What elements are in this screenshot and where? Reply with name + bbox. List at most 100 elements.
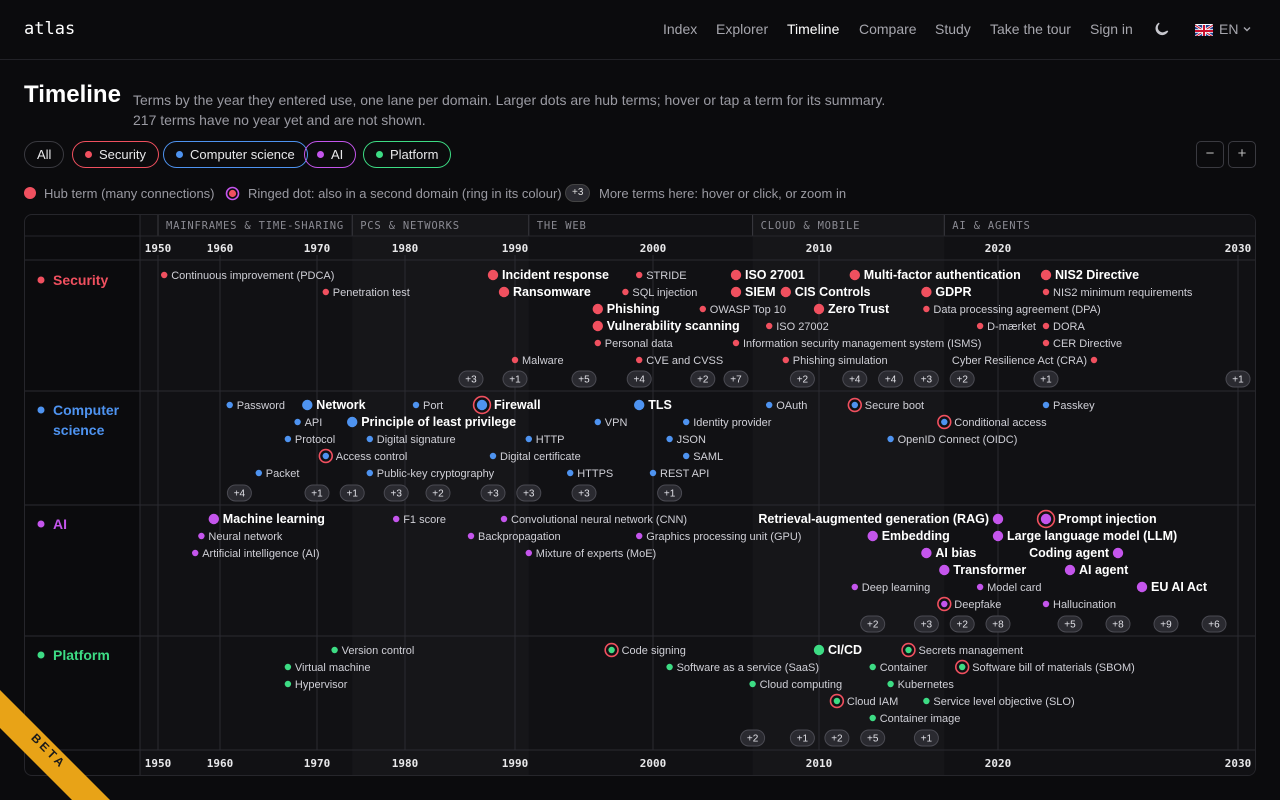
term-dot[interactable]: [192, 549, 199, 557]
term-dot[interactable]: [636, 271, 643, 279]
term-label[interactable]: SIEM: [745, 285, 776, 299]
term-label[interactable]: CVE and CVSS: [646, 355, 723, 367]
term-dot[interactable]: [608, 646, 615, 654]
term-label[interactable]: Machine learning: [223, 512, 325, 526]
nav-study[interactable]: Study: [935, 21, 971, 37]
term-label[interactable]: Access control: [336, 451, 408, 463]
term-label[interactable]: Software bill of materials (SBOM): [972, 662, 1135, 674]
term-dot[interactable]: [869, 714, 876, 722]
filter-computer-science[interactable]: Computer science: [163, 141, 308, 168]
term-dot[interactable]: [498, 286, 510, 298]
term-dot[interactable]: [833, 697, 841, 705]
term-dot[interactable]: [923, 697, 930, 705]
filter-ai[interactable]: AI: [304, 141, 357, 168]
term-dot[interactable]: [683, 452, 690, 460]
term-dot[interactable]: [366, 435, 373, 443]
term-label[interactable]: SAML: [693, 451, 723, 463]
term-label[interactable]: OAuth: [776, 400, 807, 412]
term-label[interactable]: Incident response: [502, 268, 609, 282]
term-dot[interactable]: [393, 515, 400, 523]
chevron-down-icon[interactable]: [1242, 24, 1252, 34]
term-label[interactable]: Deepfake: [954, 599, 1001, 611]
term-dot[interactable]: [636, 532, 643, 540]
term-label[interactable]: Cloud computing: [760, 679, 843, 691]
term-dot[interactable]: [226, 401, 233, 409]
term-label[interactable]: CI/CD: [828, 643, 862, 657]
term-dot[interactable]: [887, 680, 894, 688]
term-dot[interactable]: [1042, 339, 1050, 347]
term-dot[interactable]: [939, 564, 950, 576]
term-label[interactable]: Phishing simulation: [793, 355, 888, 367]
more-terms-badge[interactable]: [383, 484, 409, 502]
term-dot[interactable]: [622, 288, 629, 296]
term-label[interactable]: Firewall: [494, 398, 541, 412]
term-dot[interactable]: [1040, 269, 1052, 281]
zoom-in-button[interactable]: +: [1228, 141, 1256, 168]
term-dot[interactable]: [511, 356, 519, 364]
term-dot[interactable]: [867, 530, 878, 542]
zoom-out-button[interactable]: −: [1196, 141, 1224, 168]
more-terms-badge[interactable]: [985, 615, 1011, 633]
term-dot[interactable]: [331, 646, 338, 654]
nav-compare[interactable]: Compare: [859, 21, 917, 37]
more-terms-badge[interactable]: [1105, 615, 1131, 633]
term-dot[interactable]: [208, 513, 219, 525]
term-dot[interactable]: [923, 305, 930, 313]
nav-explorer[interactable]: Explorer: [716, 21, 769, 37]
term-label[interactable]: Kubernetes: [898, 679, 955, 691]
term-label[interactable]: Mixture of experts (MoE): [536, 548, 656, 560]
more-terms-badge[interactable]: [1201, 615, 1227, 633]
term-dot[interactable]: [1042, 322, 1050, 330]
term-dot[interactable]: [322, 452, 329, 460]
term-dot[interactable]: [284, 663, 292, 671]
term-dot[interactable]: [780, 286, 791, 298]
term-label[interactable]: Backpropagation: [478, 531, 561, 543]
more-terms-badge[interactable]: [425, 484, 451, 502]
more-terms-badge[interactable]: [723, 370, 749, 388]
term-dot[interactable]: [1042, 600, 1050, 608]
term-dot[interactable]: [905, 646, 912, 654]
more-terms-badge[interactable]: [1225, 370, 1251, 388]
term-label[interactable]: API: [305, 417, 323, 429]
term-label[interactable]: Cyber Resilience Act (CRA): [952, 355, 1087, 367]
timeline-chart[interactable]: MAINFRAMES & TIME-SHARING PCS & NETWORKS T…: [24, 214, 1256, 776]
term-label[interactable]: SQL injection: [632, 287, 697, 299]
uk-flag-icon[interactable]: [1195, 24, 1213, 36]
more-terms-badge[interactable]: [878, 370, 904, 388]
more-terms-badge[interactable]: [1033, 370, 1059, 388]
term-label[interactable]: NIS2 minimum requirements: [1053, 287, 1193, 299]
term-label[interactable]: HTTP: [536, 434, 565, 446]
more-terms-badge[interactable]: [226, 484, 252, 502]
term-label[interactable]: Secure boot: [865, 400, 924, 412]
term-dot[interactable]: [976, 583, 984, 591]
term-label[interactable]: Password: [237, 400, 285, 412]
term-label[interactable]: Vulnerability scanning: [607, 319, 740, 333]
term-label[interactable]: Information security management system (…: [743, 338, 981, 350]
term-label[interactable]: Container: [880, 662, 928, 674]
nav-timeline[interactable]: Timeline: [787, 21, 840, 37]
term-label[interactable]: Conditional access: [954, 417, 1047, 429]
term-label[interactable]: Data processing agreement (DPA): [933, 304, 1100, 316]
language-selector[interactable]: EN: [1219, 21, 1239, 37]
term-label[interactable]: Digital signature: [377, 434, 456, 446]
term-label[interactable]: ISO 27002: [776, 321, 829, 333]
more-terms-badge[interactable]: [949, 370, 975, 388]
term-label[interactable]: F1 score: [403, 514, 446, 526]
more-terms-badge[interactable]: [789, 729, 815, 747]
more-terms-badge[interactable]: [480, 484, 506, 502]
term-dot[interactable]: [1064, 564, 1076, 576]
term-dot[interactable]: [976, 322, 984, 330]
moon-icon[interactable]: [1154, 21, 1170, 37]
more-terms-badge[interactable]: [657, 484, 683, 502]
term-label[interactable]: ISO 27001: [745, 268, 805, 282]
term-label[interactable]: Neural network: [208, 531, 282, 543]
more-terms-badge[interactable]: [571, 370, 597, 388]
term-dot[interactable]: [594, 339, 601, 347]
more-terms-badge[interactable]: [949, 615, 975, 633]
term-dot[interactable]: [302, 399, 313, 411]
term-dot[interactable]: [730, 286, 742, 298]
term-dot[interactable]: [649, 469, 657, 477]
term-label[interactable]: NIS2 Directive: [1055, 268, 1139, 282]
term-dot[interactable]: [634, 399, 645, 411]
more-terms-badge[interactable]: [571, 484, 597, 502]
